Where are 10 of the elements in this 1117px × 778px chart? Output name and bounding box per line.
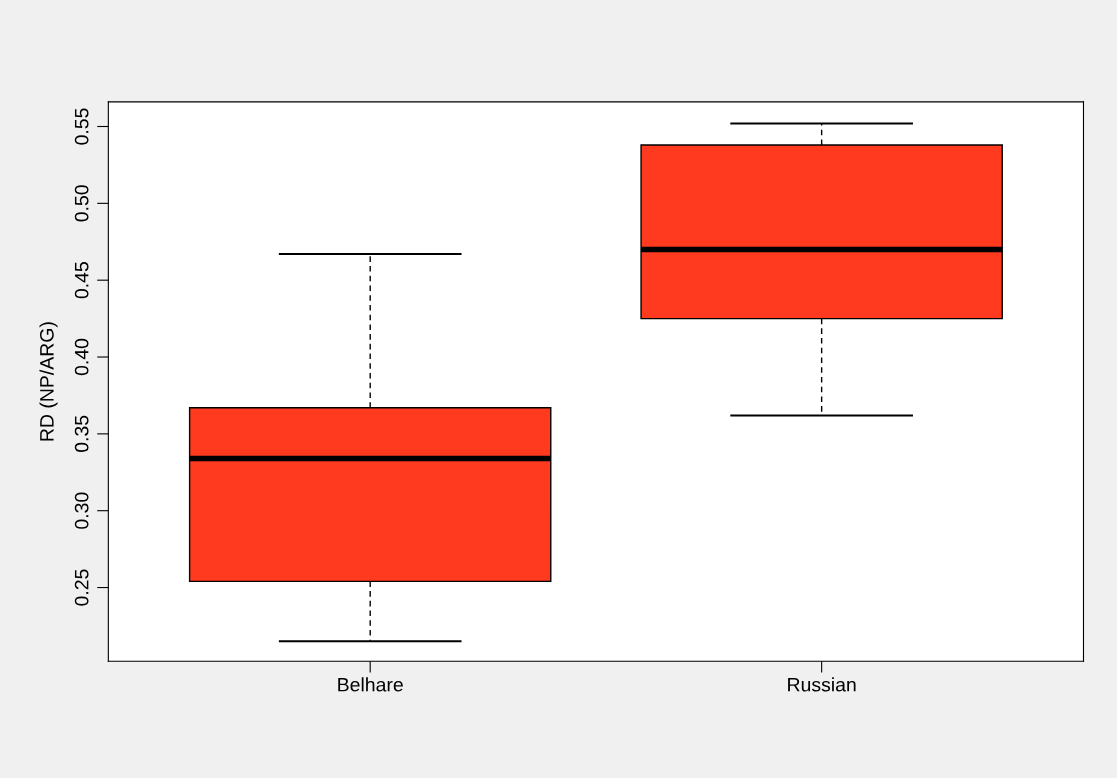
x-tick-label: Belhare	[338, 677, 403, 692]
y-tick-label: 0.50	[74, 185, 89, 222]
y-tick-label: 0.45	[74, 262, 89, 299]
y-tick-label: 0.55	[74, 108, 89, 145]
y-tick-label: 0.35	[74, 415, 89, 453]
x-tick-label: Russian	[788, 677, 856, 692]
y-axis-title: RD (NP/ARG)	[39, 322, 58, 441]
y-tick-label: 0.25	[74, 569, 89, 606]
y-tick-label: 0.40	[74, 338, 89, 376]
y-tick-label: 0.30	[74, 492, 89, 529]
